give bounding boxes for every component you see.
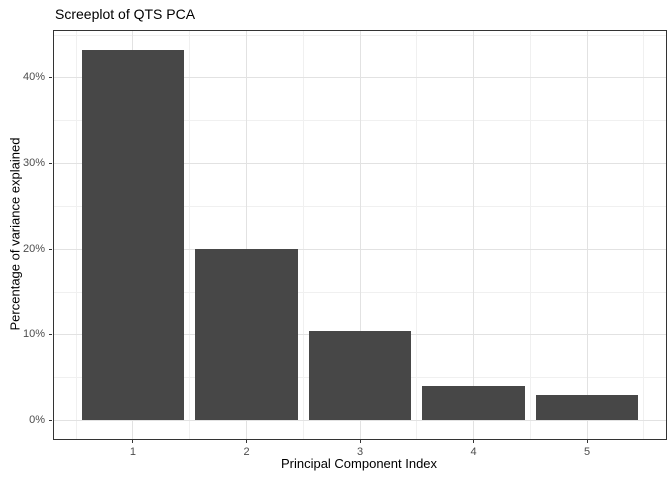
y-major-gridline bbox=[54, 248, 666, 250]
y-major-gridline bbox=[54, 77, 666, 79]
y-major-gridline bbox=[54, 419, 666, 421]
y-tick-label-20%: 20% bbox=[22, 242, 45, 255]
x-tick-label-2: 2 bbox=[243, 446, 250, 458]
x-minor-gridline bbox=[416, 31, 418, 439]
x-tick-mark bbox=[132, 440, 134, 443]
plot-panel bbox=[53, 30, 667, 440]
x-major-gridline bbox=[586, 31, 588, 439]
x-tick-label-1: 1 bbox=[129, 446, 136, 458]
x-tick-label-5: 5 bbox=[584, 446, 591, 458]
y-major-gridline bbox=[54, 163, 666, 164]
x-tick-label-4: 4 bbox=[470, 446, 477, 458]
x-tick-mark bbox=[586, 440, 588, 443]
x-major-gridline bbox=[359, 31, 361, 439]
x-tick-mark bbox=[246, 440, 247, 443]
x-minor-gridline bbox=[643, 31, 645, 439]
y-tick-label-0%: 0% bbox=[29, 413, 45, 426]
bar-pc2 bbox=[195, 249, 298, 421]
x-minor-gridline bbox=[189, 31, 191, 439]
x-major-gridline bbox=[246, 31, 247, 439]
x-tick-mark bbox=[473, 440, 474, 443]
x-minor-gridline bbox=[529, 31, 531, 439]
y-tick-label-40%: 40% bbox=[22, 71, 45, 84]
y-tick-mark bbox=[49, 163, 52, 164]
x-tick-mark bbox=[359, 440, 361, 443]
bar-pc4 bbox=[422, 386, 525, 421]
bar-pc3 bbox=[308, 331, 412, 421]
y-tick-mark bbox=[49, 248, 52, 250]
x-minor-gridline bbox=[75, 31, 77, 439]
y-tick-mark bbox=[49, 77, 52, 79]
y-tick-mark bbox=[49, 419, 52, 421]
bar-pc5 bbox=[536, 394, 639, 421]
x-minor-gridline bbox=[302, 31, 304, 439]
x-major-gridline bbox=[473, 31, 474, 439]
bar-pc1 bbox=[81, 49, 184, 421]
x-tick-label-3: 3 bbox=[356, 446, 364, 458]
x-axis-title: Principal Component Index bbox=[280, 456, 438, 471]
y-tick-mark bbox=[49, 334, 52, 336]
y-tick-label-30%: 30% bbox=[22, 157, 45, 169]
y-tick-label-10%: 10% bbox=[22, 328, 45, 341]
plot-title: Screeplot of QTS PCA bbox=[55, 6, 196, 22]
